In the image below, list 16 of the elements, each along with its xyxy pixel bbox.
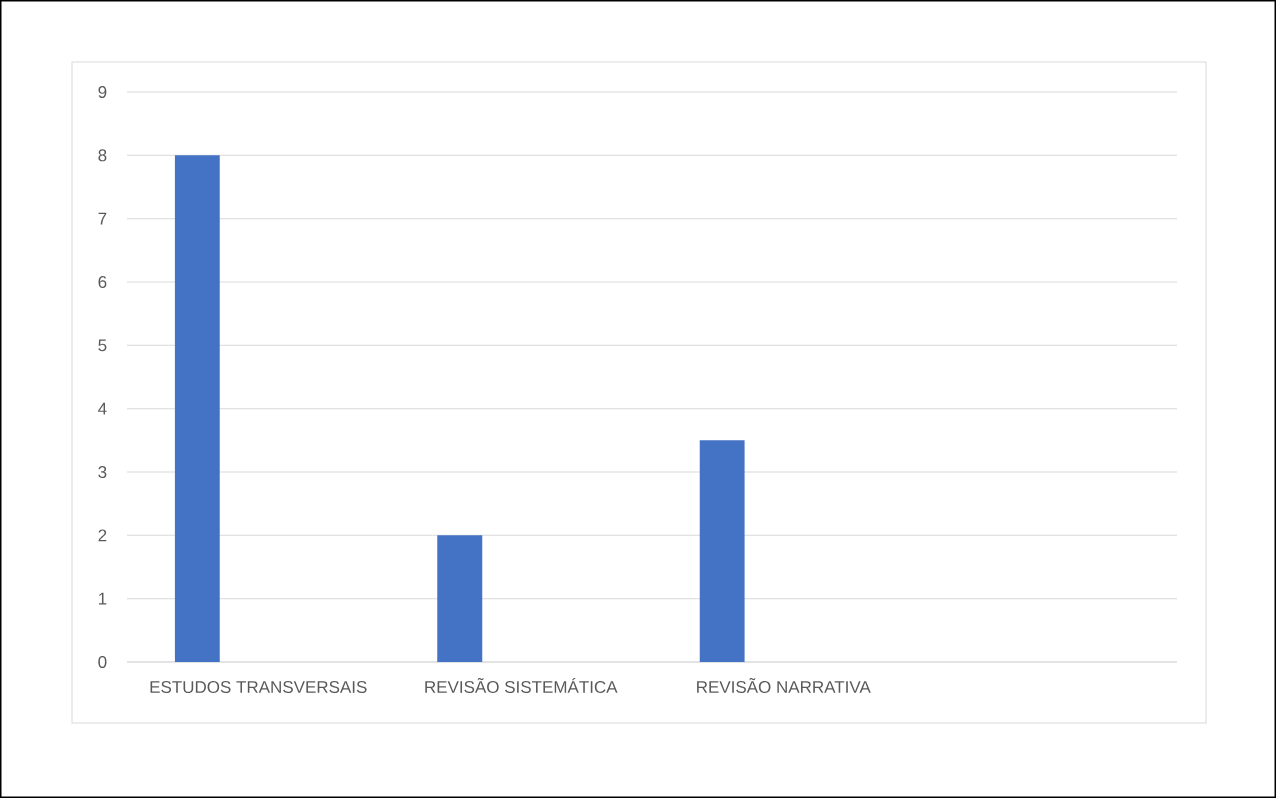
- y-tick-label: 2: [98, 529, 107, 542]
- y-tick-label: 7: [98, 212, 107, 225]
- x-tick-label: ESTUDOS TRANSVERSAIS: [150, 680, 367, 694]
- y-tick-label: 4: [98, 402, 107, 415]
- x-tick-label: REVISÃO SISTEMÁTICA: [425, 677, 618, 694]
- bar: [437, 535, 483, 662]
- bar: [174, 155, 220, 662]
- y-tick-label: 9: [98, 85, 107, 99]
- x-tick-label: REVISÃO NARRATIVA: [697, 677, 871, 694]
- bar: [699, 440, 745, 662]
- y-tick-label: 5: [98, 339, 107, 352]
- y-tick-label: 6: [98, 275, 107, 289]
- y-tick-label: 0: [98, 655, 107, 669]
- y-tick-label: 3: [98, 465, 107, 479]
- y-tick-label: 1: [98, 592, 107, 605]
- y-tick-label: 8: [98, 149, 107, 162]
